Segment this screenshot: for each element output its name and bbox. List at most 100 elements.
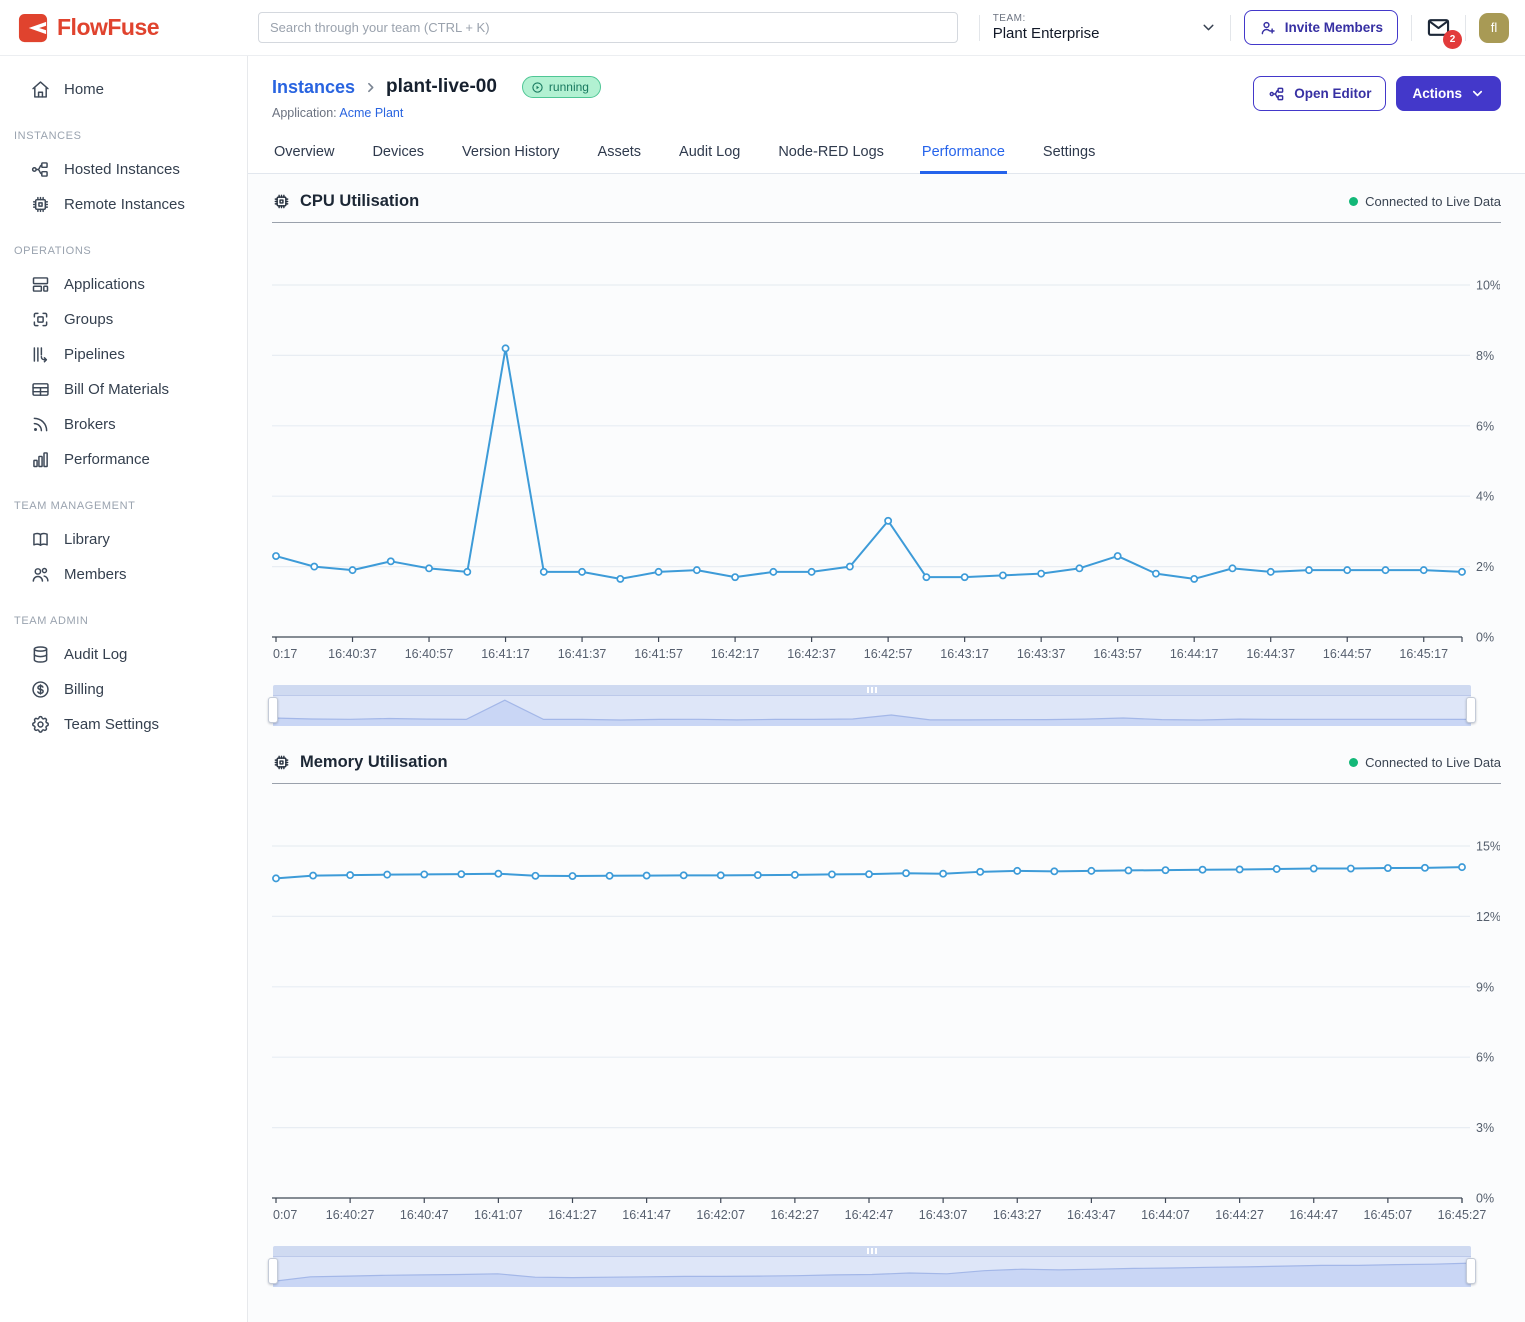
live-status-dot-icon	[1349, 197, 1358, 206]
tab-settings[interactable]: Settings	[1041, 138, 1097, 174]
brokers-icon	[30, 414, 51, 435]
svg-text:16:41:07: 16:41:07	[474, 1208, 523, 1222]
cpu-brush-handle-right[interactable]	[1466, 697, 1476, 723]
sidebar-item-team-settings[interactable]: Team Settings	[0, 707, 247, 742]
svg-text:16:42:57: 16:42:57	[864, 647, 913, 661]
chevron-down-icon	[1470, 86, 1485, 101]
svg-text:16:43:17: 16:43:17	[940, 647, 989, 661]
sidebar-item-label: Bill Of Materials	[64, 381, 169, 398]
tab-devices[interactable]: Devices	[370, 138, 426, 174]
sidebar-item-pipelines[interactable]: Pipelines	[0, 337, 247, 372]
team-selector[interactable]: TEAM: Plant Enterprise	[993, 13, 1217, 42]
applications-icon	[30, 274, 51, 295]
sidebar-item-groups[interactable]: Groups	[0, 302, 247, 337]
performance-icon	[30, 449, 51, 470]
search-input[interactable]	[258, 12, 958, 43]
svg-text:16:43:27: 16:43:27	[993, 1208, 1042, 1222]
svg-text:16:42:07: 16:42:07	[696, 1208, 745, 1222]
svg-text:16:44:07: 16:44:07	[1141, 1208, 1190, 1222]
bill-of-materials-icon	[30, 379, 51, 400]
svg-text:16:41:27: 16:41:27	[548, 1208, 597, 1222]
breadcrumb-instances-link[interactable]: Instances	[272, 77, 355, 98]
members-icon	[30, 564, 51, 585]
tab-assets[interactable]: Assets	[596, 138, 644, 174]
memory-range-brush[interactable]	[273, 1246, 1471, 1286]
flowfuse-logo-icon	[18, 13, 48, 43]
actions-label: Actions	[1412, 86, 1462, 101]
sidebar-item-members[interactable]: Members	[0, 557, 247, 592]
memory-brush-handle-right[interactable]	[1466, 1258, 1476, 1284]
team-name: Plant Enterprise	[993, 25, 1100, 42]
memory-brush-drag-strip[interactable]	[273, 1246, 1471, 1256]
sidebar-nav: HomeINSTANCESHosted InstancesRemote Inst…	[0, 56, 248, 1322]
svg-text:16:43:07: 16:43:07	[919, 1208, 968, 1222]
sidebar-item-audit-log[interactable]: Audit Log	[0, 637, 247, 672]
sidebar-item-bill-of-materials[interactable]: Bill Of Materials	[0, 372, 247, 407]
svg-text:6%: 6%	[1476, 419, 1494, 433]
svg-text:3%: 3%	[1476, 1121, 1494, 1135]
page-body: CPU Utilisation Connected to Live Data 0…	[248, 174, 1525, 1322]
svg-text:16:45:07: 16:45:07	[1364, 1208, 1413, 1222]
node-editor-icon	[1268, 85, 1286, 103]
memory-brush-handle-left[interactable]	[268, 1258, 278, 1284]
svg-text:16:41:47: 16:41:47	[622, 1208, 671, 1222]
memory-line-chart: 0%3%6%9%12%15%0:0716:40:2716:40:4716:41:…	[272, 790, 1500, 1234]
cpu-chart-header: CPU Utilisation Connected to Live Data	[272, 176, 1501, 223]
svg-text:16:45:17: 16:45:17	[1399, 647, 1448, 661]
svg-text:16:43:47: 16:43:47	[1067, 1208, 1116, 1222]
sidebar-item-hosted-instances[interactable]: Hosted Instances	[0, 152, 247, 187]
memory-chart-section: Memory Utilisation Connected to Live Dat…	[272, 737, 1501, 1286]
open-editor-label: Open Editor	[1294, 86, 1371, 101]
sidebar-item-brokers[interactable]: Brokers	[0, 407, 247, 442]
tab-performance[interactable]: Performance	[920, 138, 1007, 174]
svg-text:12%: 12%	[1476, 910, 1500, 924]
divider	[1230, 15, 1231, 41]
sidebar-item-label: Brokers	[64, 416, 116, 433]
user-avatar[interactable]: fl	[1479, 13, 1509, 43]
cpu-line-chart: 0%2%4%6%8%10%0:1716:40:3716:40:5716:41:1…	[272, 229, 1500, 673]
flowfuse-logo[interactable]: FlowFuse	[0, 13, 244, 43]
tab-overview[interactable]: Overview	[272, 138, 336, 174]
tab-bar: Overview Devices Version History Assets Audi…	[272, 138, 1501, 173]
sidebar-item-remote-instances[interactable]: Remote Instances	[0, 187, 247, 222]
cpu-brush-minimap[interactable]	[273, 695, 1471, 725]
cpu-chart-title: CPU Utilisation	[272, 192, 419, 211]
tab-audit-log[interactable]: Audit Log	[677, 138, 742, 174]
breadcrumb: Instances plant-live-00 running	[272, 76, 601, 98]
page-actions: Open Editor Actions	[1253, 76, 1501, 111]
tab-version-history[interactable]: Version History	[460, 138, 562, 174]
memory-brush-minimap[interactable]	[273, 1256, 1471, 1286]
svg-text:16:40:47: 16:40:47	[400, 1208, 449, 1222]
sidebar-item-label: Team Settings	[64, 716, 159, 733]
tab-node-red-logs[interactable]: Node-RED Logs	[776, 138, 886, 174]
sidebar-item-billing[interactable]: Billing	[0, 672, 247, 707]
svg-text:16:42:37: 16:42:37	[787, 647, 836, 661]
top-header: FlowFuse TEAM: Plant Enterprise Invite M…	[0, 0, 1525, 56]
sidebar-item-applications[interactable]: Applications	[0, 267, 247, 302]
actions-button[interactable]: Actions	[1396, 76, 1501, 111]
cpu-brush-drag-strip[interactable]	[273, 685, 1471, 695]
svg-text:15%: 15%	[1476, 840, 1500, 854]
cpu-range-brush[interactable]	[273, 685, 1471, 725]
sidebar-item-library[interactable]: Library	[0, 522, 247, 557]
audit-log-icon	[30, 644, 51, 665]
notification-count-badge: 2	[1443, 30, 1462, 49]
notifications-button[interactable]: 2	[1425, 14, 1452, 41]
sidebar-item-performance[interactable]: Performance	[0, 442, 247, 477]
sidebar-item-label: Pipelines	[64, 346, 125, 363]
sidebar-section-heading: TEAM ADMIN	[14, 615, 247, 627]
sidebar-item-home[interactable]: Home	[0, 72, 247, 107]
cpu-brush-handle-left[interactable]	[268, 697, 278, 723]
invite-members-button[interactable]: Invite Members	[1244, 10, 1398, 45]
sidebar-item-label: Library	[64, 531, 110, 548]
team-settings-icon	[30, 714, 51, 735]
sidebar-item-label: Hosted Instances	[64, 161, 180, 178]
svg-text:16:43:37: 16:43:37	[1017, 647, 1066, 661]
open-editor-button[interactable]: Open Editor	[1253, 76, 1386, 111]
svg-text:0:07: 0:07	[273, 1208, 297, 1222]
page-header: Instances plant-live-00 running	[248, 56, 1525, 174]
sidebar-item-label: Remote Instances	[64, 196, 185, 213]
application-label: Application:	[272, 106, 337, 120]
chart-title: CPU Utilisation	[300, 192, 419, 211]
application-link[interactable]: Acme Plant	[339, 106, 403, 120]
